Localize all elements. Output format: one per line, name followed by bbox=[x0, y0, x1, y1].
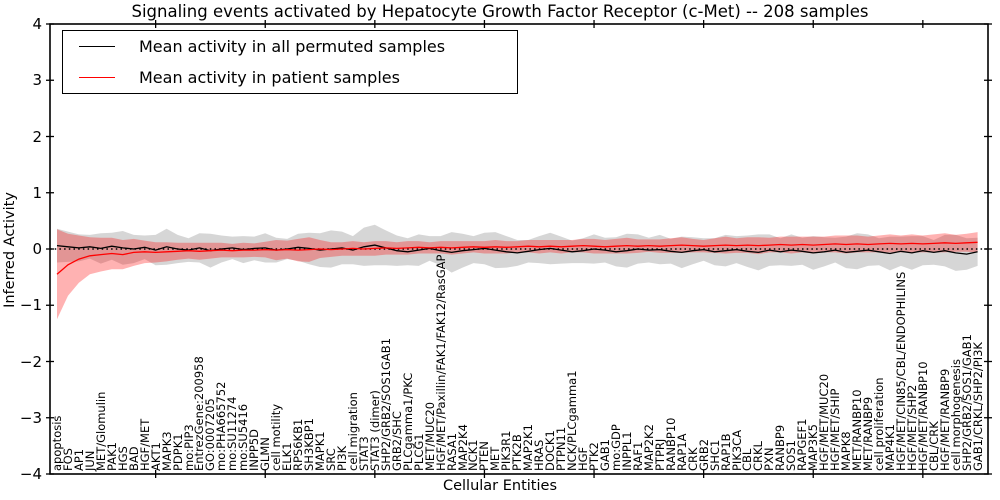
patient-line-swatch bbox=[79, 77, 115, 78]
patient-std-band bbox=[57, 229, 978, 320]
chart-title: Signaling events activated by Hepatocyte… bbox=[131, 2, 869, 21]
y-tick-label: −4 bbox=[19, 465, 42, 483]
permuted-line-swatch bbox=[79, 46, 115, 47]
y-tick-label: −1 bbox=[19, 296, 42, 315]
y-tick-label: 0 bbox=[32, 240, 42, 258]
legend-label-patient: Mean activity in patient samples bbox=[139, 68, 400, 87]
y-tick-label: 3 bbox=[32, 71, 42, 90]
legend-entry-permuted: Mean activity in all permuted samples bbox=[63, 32, 517, 62]
x-axis-label: Cellular Entities bbox=[442, 478, 558, 494]
legend-entry-patient: Mean activity in patient samples bbox=[63, 63, 517, 93]
permuted-std-band bbox=[57, 224, 978, 273]
y-tick-label: 2 bbox=[32, 127, 42, 146]
x-category-label: GAB1/CRKL/SHP2/PI3K bbox=[970, 342, 985, 471]
y-tick-label: 4 bbox=[32, 15, 42, 33]
patient-mean-line bbox=[56, 241, 978, 275]
y-tick-label: −2 bbox=[19, 352, 42, 371]
legend-box: Mean activity in all permuted samples Me… bbox=[62, 30, 518, 94]
y-tick-label: 1 bbox=[32, 183, 42, 202]
legend-label-permuted: Mean activity in all permuted samples bbox=[139, 37, 446, 56]
y-tick-label: −3 bbox=[19, 408, 42, 427]
